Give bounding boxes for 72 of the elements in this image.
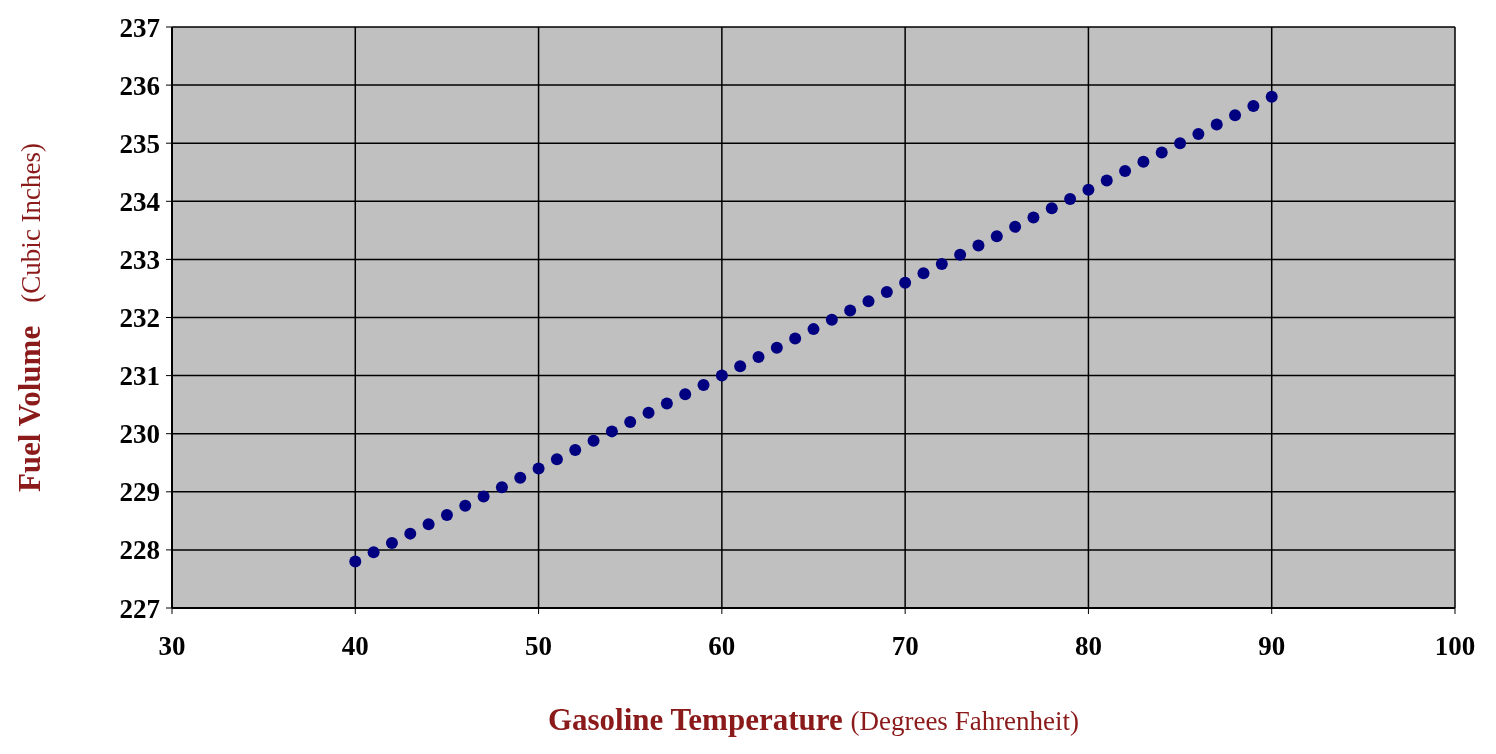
- point: [990, 230, 1003, 243]
- point: [1027, 211, 1040, 224]
- point: [1045, 202, 1058, 215]
- point: [679, 388, 692, 401]
- point: [385, 536, 398, 549]
- y-tick-label: 228: [119, 535, 160, 566]
- point: [532, 462, 545, 475]
- point: [935, 258, 948, 271]
- point: [1082, 183, 1095, 196]
- point: [1155, 146, 1168, 159]
- y-tick-label: 236: [119, 70, 160, 101]
- point: [1119, 165, 1132, 178]
- point: [1192, 127, 1205, 140]
- point: [587, 434, 600, 447]
- x-tick-label: 60: [708, 631, 736, 662]
- point: [422, 518, 435, 531]
- point: [477, 490, 490, 503]
- point: [715, 369, 728, 382]
- point: [844, 304, 857, 317]
- point: [660, 397, 673, 410]
- point: [605, 425, 618, 438]
- point: [825, 313, 838, 326]
- point: [1009, 220, 1022, 233]
- point: [440, 509, 453, 522]
- point: [349, 555, 362, 568]
- point: [770, 341, 783, 354]
- x-tick-label: 30: [158, 631, 186, 662]
- y-tick-label: 234: [119, 186, 160, 217]
- point: [734, 360, 747, 373]
- point: [1137, 155, 1150, 168]
- y-tick-label: 237: [119, 12, 160, 43]
- y-tick-label: 231: [119, 361, 160, 392]
- point: [752, 351, 765, 364]
- point: [1174, 137, 1187, 150]
- x-axis-title: Gasoline Temperature (Degrees Fahrenheit): [547, 702, 1080, 737]
- y-tick-label: 229: [119, 477, 160, 508]
- point: [807, 323, 820, 336]
- point: [1229, 109, 1242, 122]
- point: [899, 276, 912, 289]
- point: [642, 406, 655, 419]
- point: [404, 527, 417, 540]
- x-tick-label: 40: [341, 631, 369, 662]
- point: [569, 443, 582, 456]
- point: [1100, 174, 1113, 187]
- point: [367, 546, 380, 559]
- point: [880, 285, 893, 298]
- y-tick-label: 227: [119, 593, 160, 624]
- y-axis-title: Fuel Volume (Cubic Inches): [12, 142, 47, 493]
- point: [550, 453, 563, 466]
- point: [495, 481, 508, 494]
- y-tick-label: 230: [119, 419, 160, 450]
- x-tick-label: 80: [1074, 631, 1102, 662]
- point: [862, 295, 875, 308]
- point: [954, 248, 967, 261]
- point: [1064, 192, 1077, 205]
- point: [789, 332, 802, 345]
- point: [514, 471, 527, 484]
- point: [917, 267, 930, 280]
- point: [1210, 118, 1223, 131]
- x-tick-label: 70: [891, 631, 919, 662]
- x-tick-label: 90: [1258, 631, 1286, 662]
- y-tick-label: 233: [119, 244, 160, 275]
- y-tick-label: 235: [119, 128, 160, 159]
- point: [459, 499, 472, 512]
- point: [624, 416, 637, 429]
- y-tick-label: 232: [119, 303, 160, 334]
- point: [1247, 100, 1260, 113]
- x-tick-label: 100: [1434, 631, 1476, 662]
- x-tick-label: 50: [525, 631, 553, 662]
- point: [697, 378, 710, 391]
- point: [1265, 90, 1278, 103]
- point: [972, 239, 985, 252]
